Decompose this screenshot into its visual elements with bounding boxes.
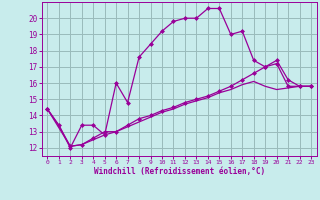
- X-axis label: Windchill (Refroidissement éolien,°C): Windchill (Refroidissement éolien,°C): [94, 167, 265, 176]
